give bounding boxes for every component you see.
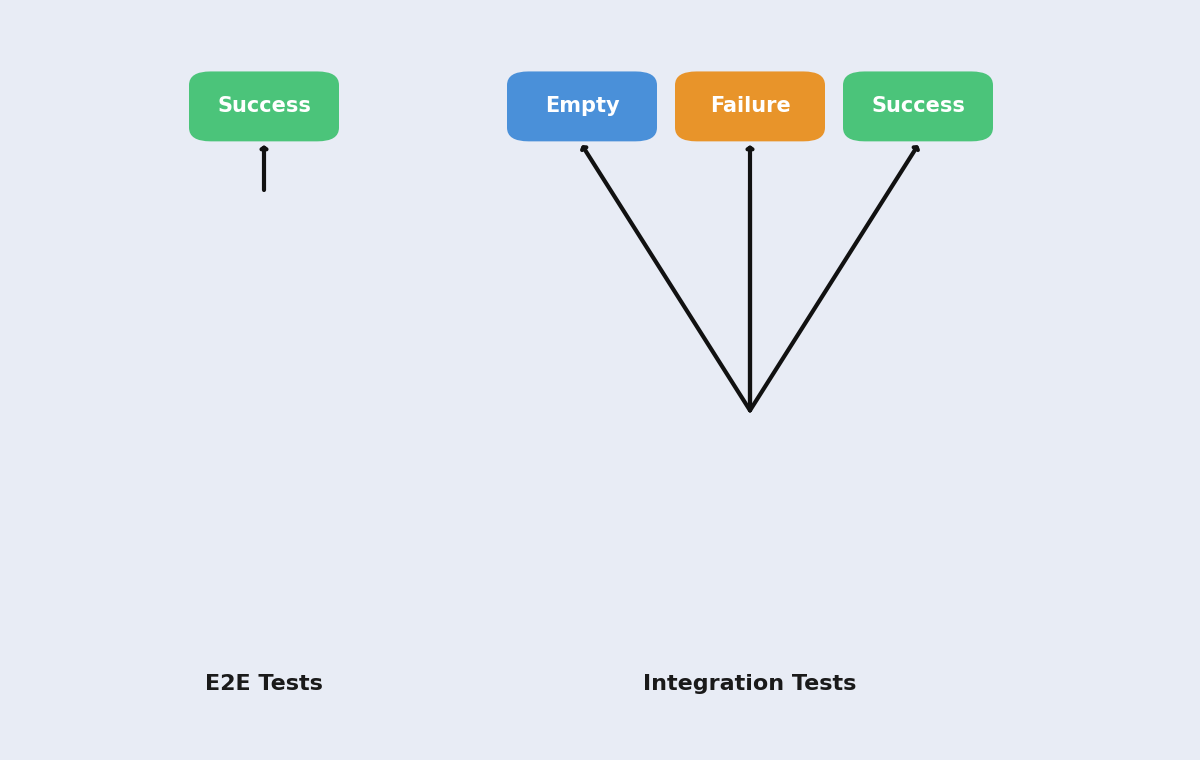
FancyBboxPatch shape [508, 71, 658, 141]
Text: Integration Tests: Integration Tests [643, 674, 857, 694]
Text: Success: Success [871, 97, 965, 116]
FancyBboxPatch shape [842, 71, 994, 141]
FancyBboxPatch shape [190, 71, 338, 141]
Text: Failure: Failure [709, 97, 791, 116]
FancyBboxPatch shape [674, 71, 826, 141]
Text: Success: Success [217, 97, 311, 116]
Text: Empty: Empty [545, 97, 619, 116]
Text: E2E Tests: E2E Tests [205, 674, 323, 694]
